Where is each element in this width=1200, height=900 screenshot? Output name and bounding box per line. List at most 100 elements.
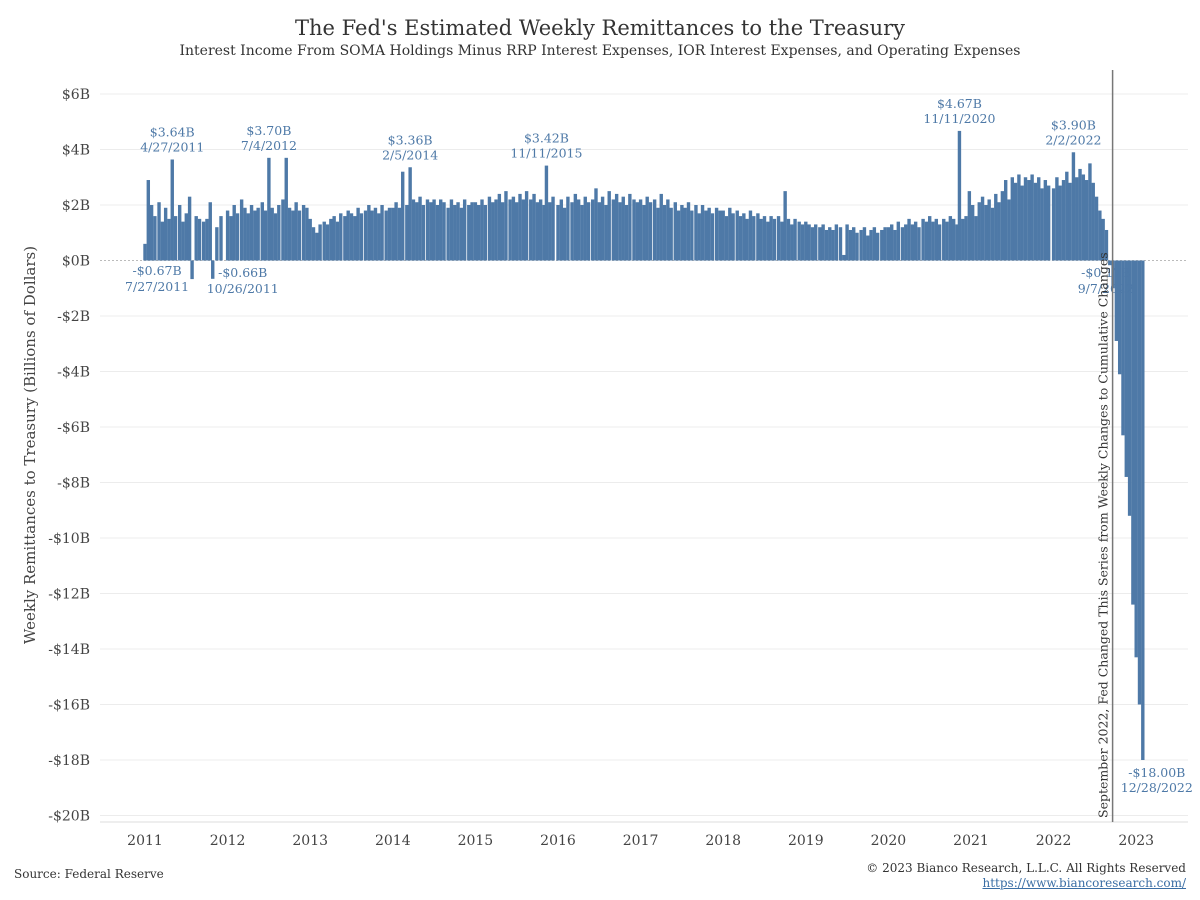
bar <box>673 202 677 261</box>
x-tick-label: 2023 <box>1118 833 1154 849</box>
bar <box>697 213 701 261</box>
bar <box>548 202 552 261</box>
bar <box>869 229 873 261</box>
bar <box>559 199 564 261</box>
bar <box>821 224 825 261</box>
bar <box>157 202 161 261</box>
bar <box>600 196 605 261</box>
bar <box>256 207 260 261</box>
bar <box>429 202 433 261</box>
bar <box>187 196 192 261</box>
bar <box>167 218 171 261</box>
website-link[interactable]: https://www.biancoresearch.com/ <box>982 876 1186 890</box>
y-tick-label: -$2B <box>57 309 90 325</box>
x-tick-label: 2019 <box>788 833 824 849</box>
bar <box>931 221 935 261</box>
bar <box>432 199 436 261</box>
bar <box>714 207 719 261</box>
bar <box>883 227 887 261</box>
bar <box>318 224 322 261</box>
bar <box>583 196 587 261</box>
bar <box>542 205 546 261</box>
bar <box>680 205 684 261</box>
bar <box>1084 180 1089 261</box>
bar <box>576 199 581 261</box>
bar <box>1046 185 1051 261</box>
bar <box>845 224 849 261</box>
bar <box>1030 174 1034 261</box>
bar <box>814 224 818 261</box>
bar <box>1134 260 1138 658</box>
bar <box>738 216 743 261</box>
bar <box>405 205 409 261</box>
y-tick-label: -$8B <box>57 476 90 492</box>
bar <box>645 196 649 261</box>
bar <box>594 188 598 261</box>
bar <box>359 213 364 261</box>
bar <box>246 213 250 261</box>
bar <box>955 224 959 261</box>
bar <box>243 207 247 261</box>
bar <box>718 210 722 261</box>
bar <box>305 207 309 261</box>
bar <box>780 221 784 261</box>
bar <box>859 229 863 261</box>
bar <box>1131 260 1135 605</box>
copyright-text: © 2023 Bianco Research, L.L.C. All Right… <box>866 861 1186 875</box>
bar <box>146 180 151 261</box>
bar <box>1007 199 1011 261</box>
x-tick-label: 2017 <box>623 833 659 849</box>
bar <box>987 199 991 261</box>
bar <box>294 202 298 261</box>
bar <box>648 202 653 261</box>
bar <box>467 205 471 261</box>
bar <box>263 210 268 261</box>
bar <box>875 232 880 261</box>
bar <box>163 207 168 261</box>
bar <box>415 202 419 261</box>
annotation-date: 11/11/2020 <box>923 111 995 126</box>
bar <box>494 199 498 261</box>
bar <box>607 191 611 261</box>
bar <box>842 254 846 261</box>
bar <box>652 199 657 261</box>
bar <box>160 221 165 261</box>
bar <box>1114 260 1119 341</box>
bar <box>804 221 808 261</box>
bar <box>480 199 484 261</box>
bar <box>1075 177 1079 261</box>
bar <box>1020 185 1024 261</box>
y-tick-label: -$18B <box>48 753 90 769</box>
annotation-date: 2/2/2022 <box>1045 132 1101 147</box>
y-tick-label: -$14B <box>48 642 90 658</box>
bar <box>181 221 185 261</box>
bar <box>762 216 767 261</box>
bar <box>387 207 392 261</box>
bar <box>964 216 968 261</box>
bar <box>676 210 681 261</box>
bar <box>143 243 147 261</box>
bar <box>872 227 877 261</box>
gridlines <box>100 93 1188 823</box>
bar <box>449 199 454 261</box>
bar <box>852 227 856 261</box>
bar <box>1000 191 1005 261</box>
bar <box>308 218 312 261</box>
bar <box>370 210 374 261</box>
bar <box>1137 260 1142 705</box>
bar <box>232 205 236 261</box>
y-tick-label: -$16B <box>48 698 90 714</box>
bar <box>948 216 953 261</box>
bar <box>497 193 502 261</box>
bar <box>942 218 946 261</box>
bar <box>666 199 670 261</box>
bar <box>394 202 398 261</box>
bar <box>566 196 570 261</box>
bar <box>291 210 295 261</box>
bar <box>401 171 405 261</box>
bar <box>205 218 209 261</box>
bar <box>951 218 956 261</box>
bar <box>477 205 481 261</box>
bar <box>219 216 223 261</box>
annotation-date: 10/26/2011 <box>207 281 279 296</box>
